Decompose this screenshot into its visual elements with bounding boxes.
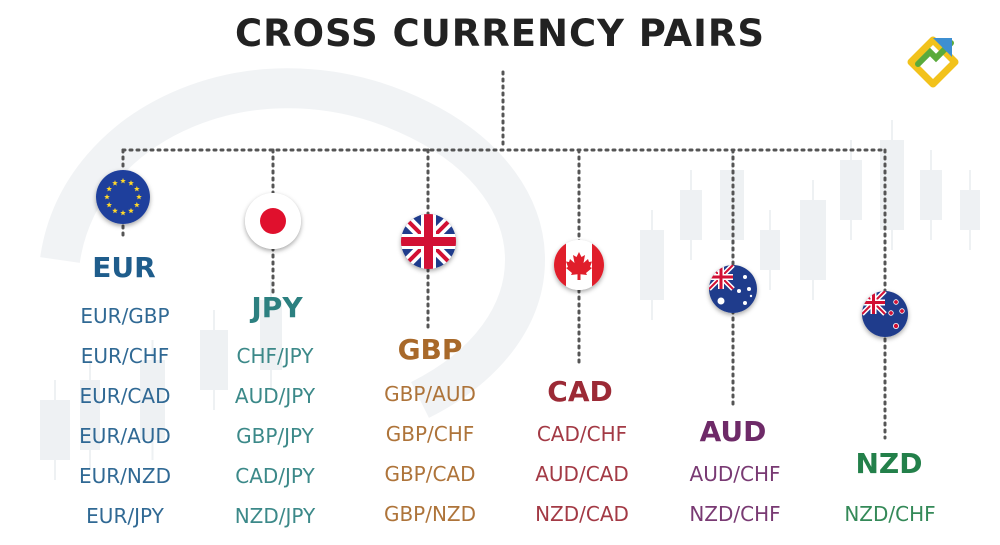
pair-item: EUR/NZD — [79, 464, 171, 488]
pair-item: GBP/JPY — [236, 424, 314, 448]
background-candle-body — [760, 230, 780, 270]
brand-logo-icon — [903, 28, 963, 88]
currency-code-aud: AUD — [699, 415, 767, 448]
background-candle-body — [40, 400, 70, 460]
pair-item: NZD/CHF — [689, 502, 781, 526]
background-candle-body — [80, 380, 100, 450]
eu-star-icon — [106, 186, 112, 192]
eu-star-icon — [128, 207, 134, 214]
pair-item: EUR/CHF — [80, 344, 170, 368]
pair-item: EUR/CAD — [79, 384, 171, 408]
background-candle-body — [200, 330, 228, 390]
background-candle-body — [640, 230, 664, 300]
background-candle-body — [800, 200, 826, 280]
pair-item: CAD/CHF — [536, 422, 628, 446]
background-candle-body — [260, 300, 282, 370]
background-candle-body — [960, 190, 980, 230]
pair-item: CAD/JPY — [235, 464, 315, 488]
pair-item: GBP/AUD — [384, 382, 476, 406]
currency-code-cad: CAD — [547, 375, 613, 408]
eu-star-icon — [120, 178, 126, 184]
pair-item: GBP/NZD — [383, 502, 477, 526]
background-candle-body — [920, 170, 942, 220]
eu-star-icon — [106, 202, 112, 208]
pair-item: AUD/CHF — [689, 462, 781, 486]
currency-code-eur: EUR — [92, 251, 156, 284]
pair-item: EUR/JPY — [86, 504, 164, 528]
eu-flag-icon — [96, 170, 150, 224]
eu-star-icon — [128, 180, 134, 186]
australia-flag-icon — [709, 265, 757, 313]
background-candle-body — [140, 360, 165, 440]
new-zealand-flag-icon — [862, 291, 908, 337]
pair-item: NZD/CHF — [844, 502, 936, 526]
currency-code-gbp: GBP — [397, 333, 463, 366]
currency-code-nzd: NZD — [855, 447, 923, 480]
eu-star-icon — [136, 194, 142, 200]
pair-item: EUR/AUD — [79, 424, 171, 448]
pair-item: GBP/CHF — [385, 422, 475, 446]
eu-star-icon — [112, 207, 118, 214]
background-candle-body — [680, 190, 702, 240]
eu-star-icon — [134, 202, 140, 208]
eu-star-icon — [104, 194, 110, 200]
currency-code-jpy: JPY — [251, 291, 303, 324]
eu-star-icon — [120, 210, 126, 216]
eu-star-icon — [112, 180, 118, 186]
pair-item: CHF/JPY — [236, 344, 314, 368]
pair-item: EUR/GBP — [80, 304, 170, 328]
japan-flag-icon — [245, 193, 301, 249]
pair-item: AUD/CAD — [535, 462, 629, 486]
eu-star-icon — [134, 186, 140, 192]
pair-item: GBP/CAD — [384, 462, 476, 486]
pair-item: NZD/JPY — [234, 504, 316, 528]
uk-flag-icon — [401, 214, 456, 269]
background-arc — [40, 68, 545, 418]
background-candle-body — [840, 160, 862, 220]
pair-item: NZD/CAD — [535, 502, 629, 526]
pair-item: AUD/JPY — [234, 384, 316, 408]
canada-flag-icon — [554, 240, 604, 290]
page-title: CROSS CURRENCY PAIRS — [234, 12, 766, 55]
